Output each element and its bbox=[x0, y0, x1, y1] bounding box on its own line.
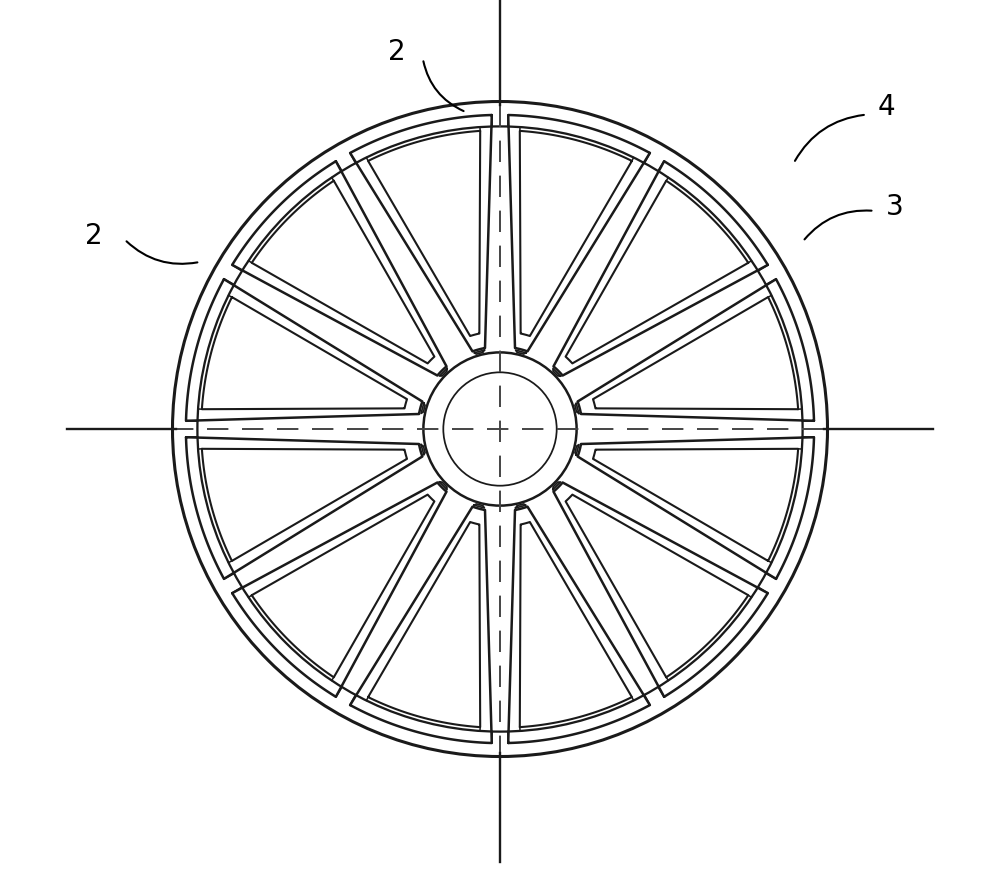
Text: 2: 2 bbox=[85, 222, 103, 249]
Text: 3: 3 bbox=[886, 193, 903, 221]
Text: 2: 2 bbox=[388, 38, 405, 66]
Text: 4: 4 bbox=[878, 93, 896, 122]
